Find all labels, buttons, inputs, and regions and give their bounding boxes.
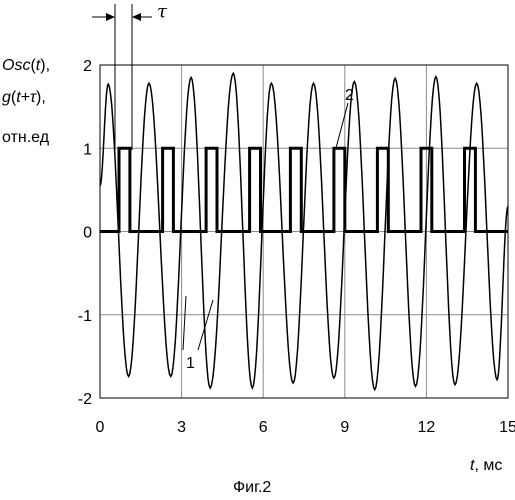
x-tick-label-0: 0	[96, 419, 105, 436]
y-tick-label--1: -1	[78, 308, 92, 325]
x-label-unit: мс	[483, 457, 502, 474]
tau-label: τ	[157, 1, 168, 22]
tick-labels: 03691215210-1-2	[78, 58, 515, 436]
tau-arrow-left-head	[106, 13, 115, 21]
series-layer	[100, 73, 508, 389]
series-1-label: 1	[186, 355, 195, 372]
tau-arrow-right-head	[132, 13, 141, 21]
x-tick-label-15: 15	[499, 419, 515, 436]
y-axis-label-line1: Osc(t),	[2, 57, 50, 74]
series-2-label: 2	[345, 87, 354, 104]
y-tick-label-0: 0	[83, 225, 92, 242]
x-tick-label-3: 3	[177, 419, 186, 436]
y-tick-label-1: 1	[83, 141, 92, 158]
y-label-g: g	[2, 89, 11, 106]
x-tick-label-9: 9	[340, 419, 349, 436]
figure-caption: Фиг.2	[233, 479, 271, 496]
y-label-osc: Osc	[2, 57, 30, 74]
y-axis-label-line3: отн.ед	[2, 129, 50, 146]
series-1-leader-b	[183, 296, 186, 350]
x-tick-label-6: 6	[259, 419, 268, 436]
x-tick-label-12: 12	[418, 419, 436, 436]
series-2-leader	[336, 103, 348, 148]
y-axis-label-line2: g(t+τ),	[2, 89, 46, 106]
y-tick-label--2: -2	[78, 391, 92, 408]
x-axis-label: t, мс	[470, 457, 502, 474]
y-tick-label-2: 2	[83, 58, 92, 75]
